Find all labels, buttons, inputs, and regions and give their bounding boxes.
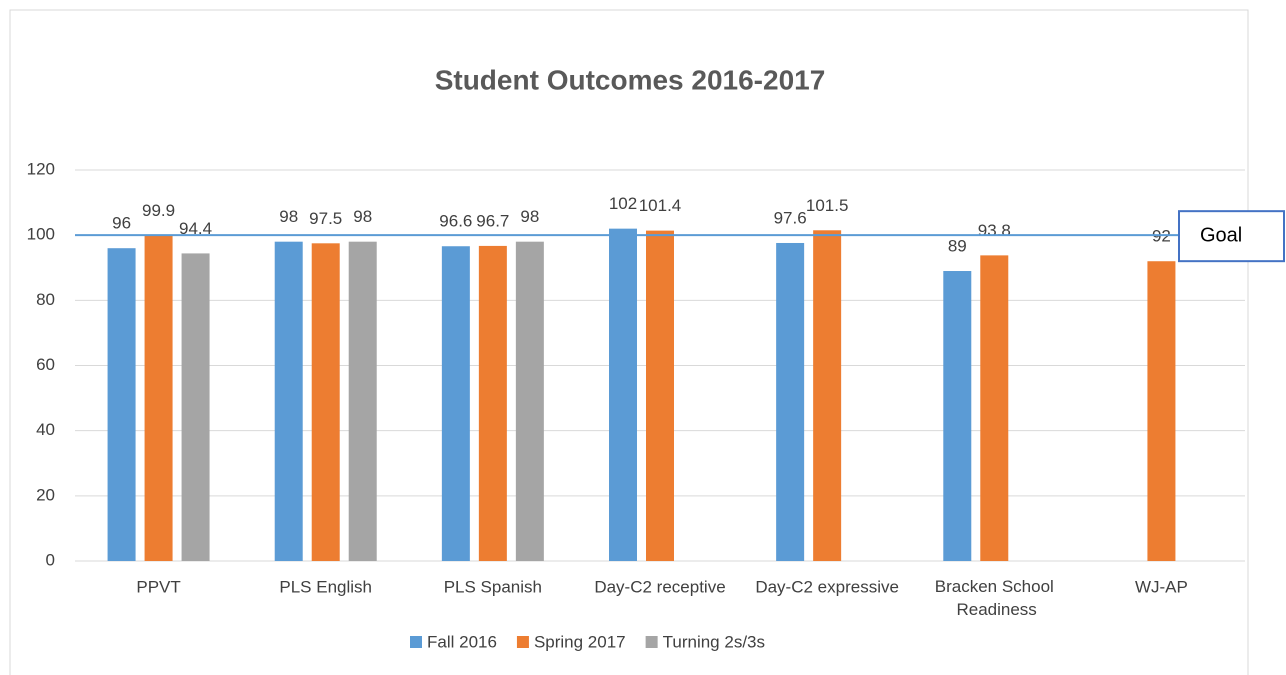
bar (274, 241, 303, 561)
data-label: 96 (112, 214, 131, 233)
y-tick-label: 20 (36, 485, 55, 504)
y-tick-label: 40 (36, 420, 55, 439)
chart-border (9, 9, 1249, 675)
bar (107, 248, 136, 561)
bar (515, 241, 544, 561)
legend-swatch (645, 636, 658, 648)
y-tick-label: 60 (36, 355, 55, 374)
y-tick-label: 80 (36, 290, 55, 309)
x-tick-label: PPVT (136, 577, 180, 596)
data-label: 92 (1152, 227, 1171, 246)
y-tick-label: 120 (27, 159, 55, 178)
data-label: 93.8 (978, 221, 1011, 240)
data-label: 101.5 (806, 196, 849, 215)
bar (943, 271, 972, 561)
bar (609, 228, 637, 561)
data-label: 98 (520, 207, 539, 226)
bar (813, 230, 842, 561)
bar (441, 246, 470, 561)
data-label: 97.6 (774, 208, 807, 227)
data-label: 101.4 (639, 196, 682, 215)
data-label: 89 (948, 236, 967, 255)
bar (144, 235, 173, 561)
bar (980, 255, 1009, 561)
legend-swatch (410, 636, 422, 648)
x-tick-label: Bracken School Readiness (935, 577, 1054, 619)
bar (646, 230, 674, 562)
data-label: 94.4 (179, 219, 212, 238)
data-label: 98 (353, 207, 372, 226)
bar (348, 241, 377, 561)
data-label: 96.6 (439, 212, 472, 231)
data-label: 96.7 (476, 211, 509, 230)
legend-label: Fall 2016 (427, 632, 497, 651)
data-label: 102 (609, 194, 637, 213)
chart-title: Student Outcomes 2016-2017 (435, 64, 826, 95)
x-tick-label: Day-C2 receptive (594, 577, 725, 596)
legend-label: Turning 2s/3s (663, 632, 765, 651)
legend-label: Spring 2017 (534, 632, 626, 651)
bar (181, 253, 210, 561)
goal-box (1178, 210, 1285, 263)
bar (1147, 261, 1176, 561)
data-label: 98 (279, 207, 298, 226)
data-label: 99.9 (142, 201, 175, 220)
x-tick-label: PLS Spanish (444, 577, 542, 596)
legend-swatch (516, 636, 529, 648)
x-tick-label: PLS English (279, 577, 372, 596)
y-tick-label: 100 (27, 225, 55, 244)
data-label: 97.5 (309, 209, 342, 228)
goal-label: Goal (1200, 224, 1242, 246)
x-tick-label: Day-C2 expressive (755, 577, 899, 596)
bar (478, 245, 507, 561)
y-tick-label: 0 (46, 550, 55, 569)
x-tick-label: WJ-AP (1135, 577, 1188, 596)
bar (311, 243, 340, 561)
bar (776, 242, 805, 561)
